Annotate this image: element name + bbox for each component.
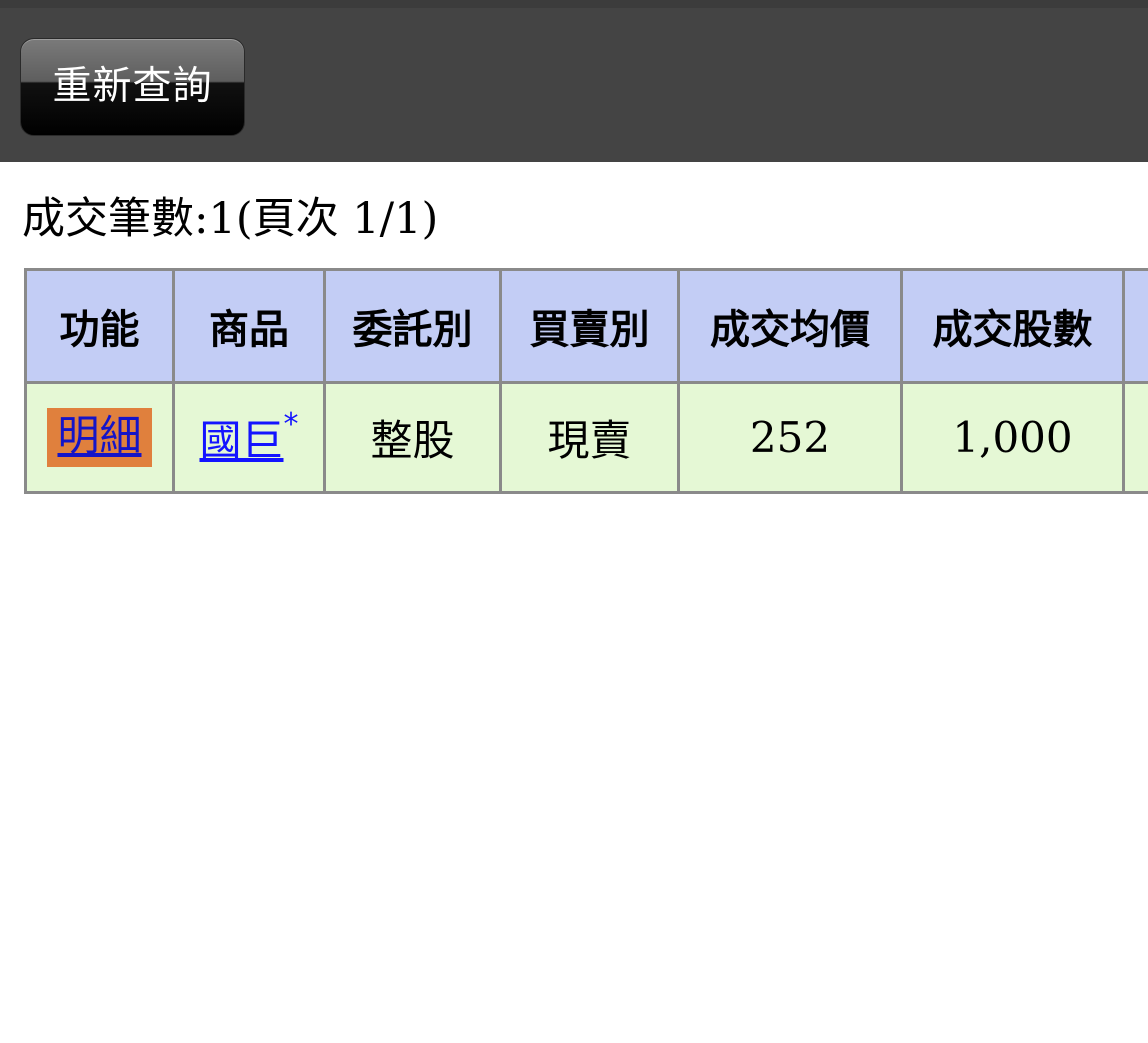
table-header-row: 功能 商品 委託別 買賣別 成交均價 成交股數 委 [24, 268, 1148, 384]
cell-product: 國巨* [172, 381, 326, 494]
column-header-product: 商品 [172, 268, 326, 384]
refresh-query-button[interactable]: 重新查詢 [20, 38, 245, 136]
cell-shares: 1,000 [900, 381, 1125, 494]
results-table: 功能 商品 委託別 買賣別 成交均價 成交股數 委 明細 國巨* [24, 268, 1148, 494]
cell-trade-side: 現賣 [499, 381, 680, 494]
result-count-summary: 成交筆數:1(頁次 1/1) [22, 194, 439, 244]
column-header-trade-side: 買賣別 [499, 268, 680, 384]
product-name: 國巨 [199, 416, 284, 465]
column-header-order-type: 委託別 [323, 268, 502, 384]
results-table-container: 功能 商品 委託別 買賣別 成交均價 成交股數 委 明細 國巨* [24, 268, 1148, 494]
column-header-avg-price: 成交均價 [677, 268, 903, 384]
column-header-clipped: 委 [1122, 268, 1148, 384]
cell-avg-price: 252 [677, 381, 903, 494]
cell-function: 明細 [24, 381, 175, 494]
detail-link[interactable]: 明細 [47, 408, 152, 467]
product-link[interactable]: 國巨* [199, 407, 298, 465]
table-row: 明細 國巨* 整股 現賣 252 1,000 [24, 381, 1148, 494]
refresh-query-label: 重新查詢 [52, 64, 213, 109]
cell-clipped [1122, 381, 1148, 494]
column-header-shares: 成交股數 [900, 268, 1125, 384]
product-mark: * [283, 407, 299, 442]
page-content: 成交筆數:1(頁次 1/1) 功能 商品 委託別 買賣別 成交均價 成交股數 委 [0, 162, 1148, 494]
top-toolbar: 重新查詢 [0, 0, 1148, 162]
cell-order-type: 整股 [323, 381, 502, 494]
column-header-function: 功能 [24, 268, 175, 384]
